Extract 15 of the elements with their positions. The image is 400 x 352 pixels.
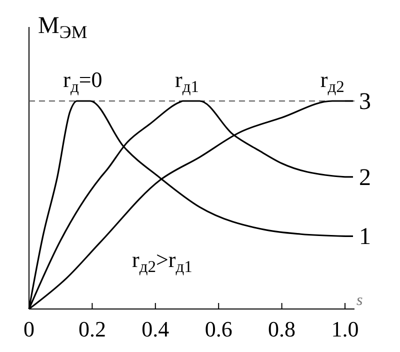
y-axis-title: M$_{ЭМ}$ [38,13,88,42]
annotation: r$_{д2}$>r$_{д1}$ [132,247,192,276]
x-tick-label: 0.8 [268,316,296,342]
x-tick-label: 1.0 [331,316,359,342]
legend-label: 3 [359,89,371,115]
annotation: r$_{д1}$ [175,67,199,96]
x-tick-label: 0 [24,316,34,342]
legend-label: 2 [359,164,371,191]
x-tick-label: 0.2 [78,316,106,342]
x-tick-label: 0.4 [142,316,170,342]
x-tick-label: 0.6 [204,316,232,342]
annotation: r$_{д}$=0 [63,67,102,96]
x-axis-title: s [356,292,363,309]
legend-label: 1 [359,224,371,250]
annotation: r$_{д2}$ [320,67,344,96]
